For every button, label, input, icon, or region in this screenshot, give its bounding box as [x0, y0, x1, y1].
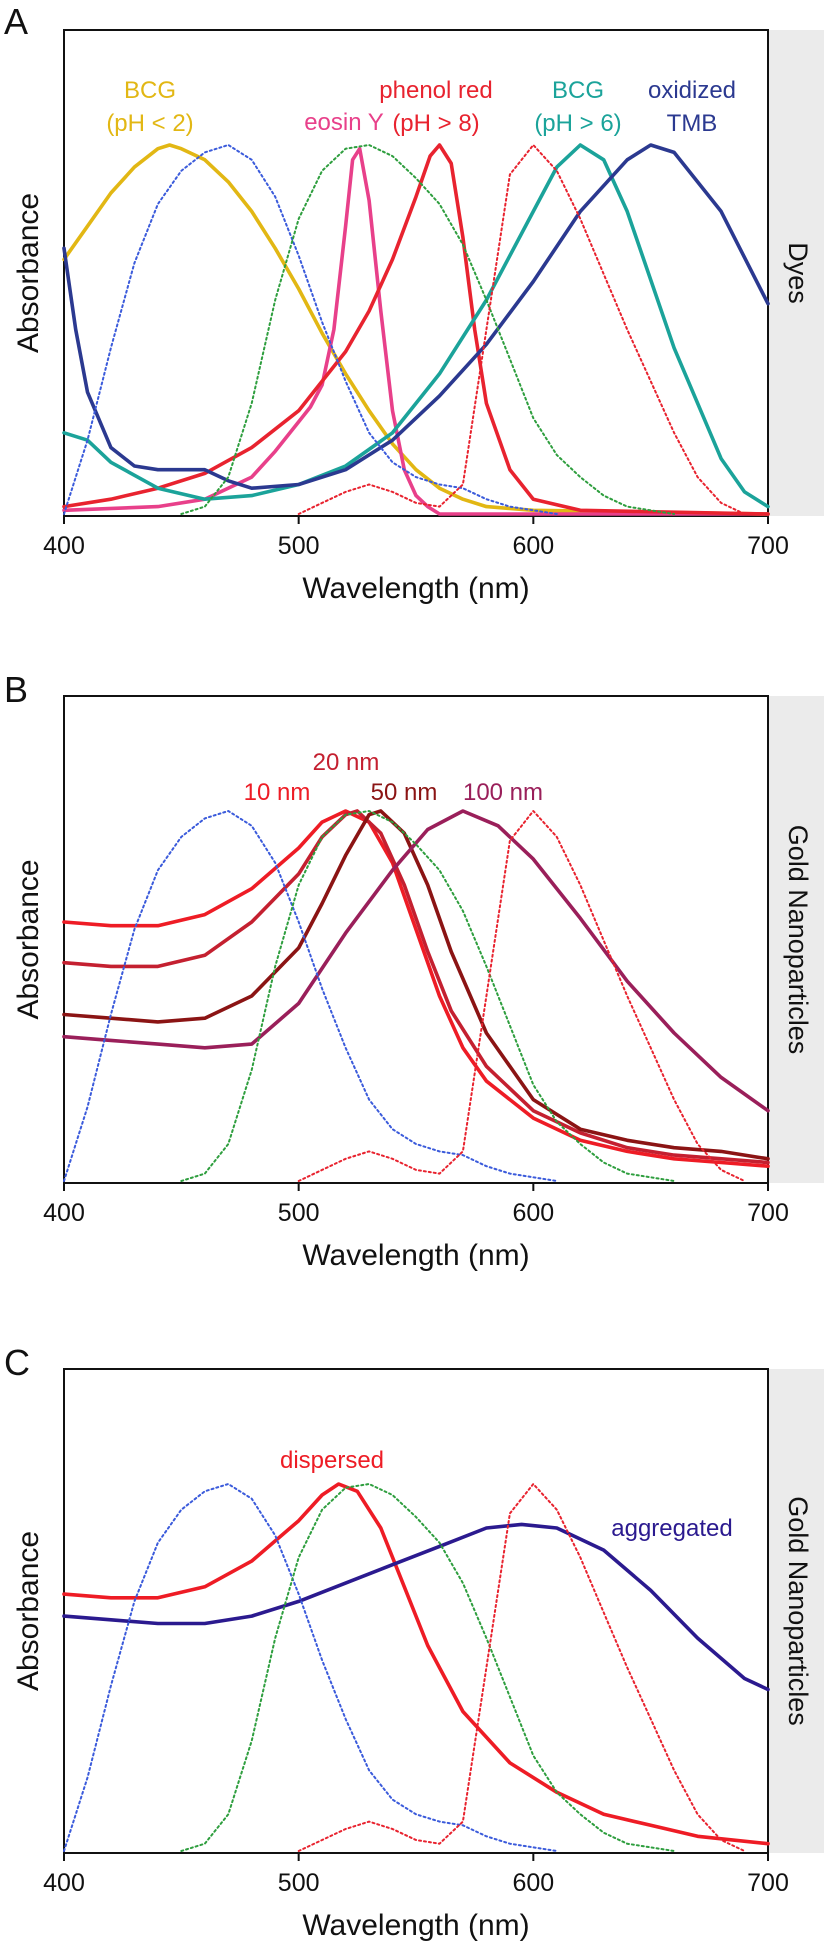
series-line-reference-6	[180, 144, 676, 515]
series-line-aggregated	[62, 1522, 770, 1692]
panel-letter: A	[4, 1, 28, 42]
series-line-20-nm	[62, 809, 770, 1165]
side-label: Gold Nanoparticles	[783, 1496, 813, 1726]
series-label: (pH > 8)	[392, 110, 479, 137]
x-tick-label: 600	[512, 532, 554, 560]
x-tick-label: 400	[43, 1199, 85, 1227]
x-tick-label: 500	[278, 1869, 320, 1897]
series-label: 50 nm	[371, 779, 438, 806]
series-line-bcg	[62, 143, 770, 509]
series-label: BCG	[552, 77, 604, 104]
series-label: 20 nm	[313, 749, 380, 776]
series-label: oxidized	[648, 77, 736, 104]
side-label-strip	[768, 30, 824, 516]
side-label-strip	[768, 1369, 824, 1853]
series-line-reference-4	[63, 810, 558, 1182]
x-tick-label: 600	[512, 1869, 554, 1897]
side-label: Gold Nanoparticles	[783, 825, 813, 1055]
x-tick-label: 700	[747, 532, 789, 560]
series-line-reference-5	[63, 144, 558, 515]
series-line-reference-4	[297, 1483, 746, 1852]
series-label: dispersed	[280, 1447, 384, 1474]
series-line-eosin-y	[62, 146, 770, 516]
plot-frame	[63, 695, 769, 1184]
series-line-bcg	[62, 143, 770, 516]
series-label: aggregated	[611, 1515, 732, 1542]
series-label: 10 nm	[244, 779, 311, 806]
x-axis-label: Wavelength (nm)	[302, 1909, 529, 1942]
chart-panel-a: Dyes BCG (pH < 2) eosin Y phenol red (pH > 8)…	[4, 1, 824, 605]
y-axis-label: Absorbance	[12, 193, 45, 353]
panel-letter: B	[4, 669, 28, 710]
series-line-oxidized	[62, 143, 770, 490]
x-tick-label: 400	[43, 532, 85, 560]
side-label-strip	[768, 696, 824, 1183]
series-label: (pH > 6)	[534, 110, 621, 137]
plot-frame	[63, 29, 769, 517]
series-line-reference-6	[297, 810, 746, 1182]
series-line-10-nm	[62, 809, 770, 1168]
series-line-50-nm	[62, 809, 770, 1161]
chart-panel-c: Gold Nanoparticles dispersed aggregated 400…	[4, 1342, 824, 1942]
series-line-dispersed	[62, 1482, 770, 1846]
x-tick-label: 600	[512, 1199, 554, 1227]
series-label: eosin Y	[304, 109, 384, 136]
series-line-reference-7	[297, 144, 746, 515]
x-tick-label: 700	[747, 1199, 789, 1227]
x-tick-label: 500	[278, 532, 320, 560]
x-tick-label: 500	[278, 1199, 320, 1227]
x-tick-label: 400	[43, 1869, 85, 1897]
panel-letter: C	[4, 1342, 30, 1383]
series-line-phenol-red	[62, 143, 770, 516]
series-line-reference-5	[180, 810, 676, 1182]
series-label: BCG	[124, 77, 176, 104]
y-axis-label: Absorbance	[12, 859, 45, 1019]
x-axis-label: Wavelength (nm)	[302, 572, 529, 605]
y-axis-label: Absorbance	[12, 1531, 45, 1691]
series-label: 100 nm	[463, 779, 543, 806]
series-label: TMB	[667, 110, 718, 137]
series-label: (pH < 2)	[106, 110, 193, 137]
series-line-100-nm	[62, 809, 770, 1113]
x-tick-label: 700	[747, 1869, 789, 1897]
plot-frame	[63, 1368, 769, 1854]
series-line-reference-2	[63, 1483, 558, 1852]
series-line-reference-3	[180, 1483, 676, 1852]
series-label: phenol red	[379, 77, 492, 104]
x-axis-label: Wavelength (nm)	[302, 1239, 529, 1272]
side-label: Dyes	[783, 242, 813, 304]
